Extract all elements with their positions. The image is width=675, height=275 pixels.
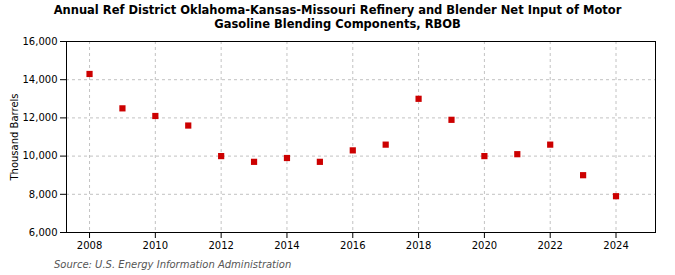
svg-text:10,000: 10,000 <box>23 150 58 161</box>
svg-text:12,000: 12,000 <box>23 112 58 123</box>
svg-text:2024: 2024 <box>603 240 628 251</box>
html-text:Annual Ref District Oklahoma-K: Annual Ref District Oklahoma-Kansas-Miss… <box>53 3 622 31</box>
svg-text:2018: 2018 <box>406 240 431 251</box>
svg-text:8,000: 8,000 <box>29 189 58 200</box>
svg-text:2016: 2016 <box>340 240 365 251</box>
svg-text:16,000: 16,000 <box>23 36 58 47</box>
svg-text:2014: 2014 <box>274 240 299 251</box>
svg-text:2020: 2020 <box>472 240 497 251</box>
svg-text:14,000: 14,000 <box>23 74 58 85</box>
html-text:Source: U.S. Energy Informatio: Source: U.S. Energy Information Administ… <box>54 259 292 270</box>
svg-text:Thousand Barrels: Thousand Barrels <box>9 93 20 181</box>
svg-text:2022: 2022 <box>537 240 562 251</box>
svg-text:2010: 2010 <box>143 240 168 251</box>
svg-text:2008: 2008 <box>77 240 102 251</box>
svg-text:6,000: 6,000 <box>29 227 58 238</box>
svg-text:2012: 2012 <box>208 240 233 251</box>
